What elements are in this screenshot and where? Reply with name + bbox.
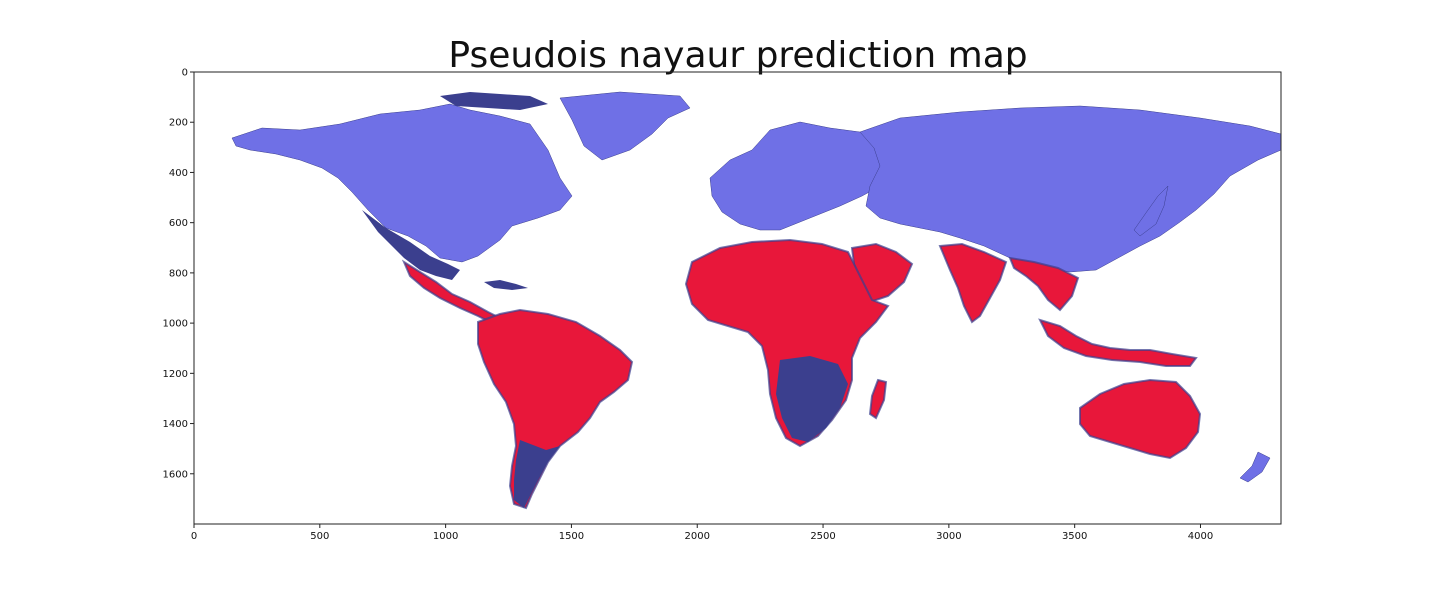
- land-masses: [231, 91, 1281, 510]
- plot-frame: [193, 71, 1282, 525]
- madagascar: [868, 378, 888, 420]
- asia: [859, 105, 1281, 273]
- caribbean: [484, 280, 528, 290]
- x-tick-label: 4000: [1188, 531, 1213, 542]
- southeast-asia: [1008, 256, 1080, 312]
- new-zealand: [1239, 451, 1271, 483]
- x-tick-label: 2000: [685, 531, 710, 542]
- arctic-islands: [440, 92, 548, 110]
- y-tick-label: 1200: [163, 369, 188, 380]
- x-axis: 0 500 1000 1500 2000 2500 3000 3500 4000: [191, 524, 1213, 542]
- y-tick-label: 1000: [163, 319, 188, 330]
- x-tick-label: 1500: [559, 531, 584, 542]
- x-tick-label: 0: [191, 531, 197, 542]
- y-tick-label: 200: [169, 118, 188, 129]
- australia: [1079, 378, 1202, 460]
- indonesia: [1038, 318, 1198, 367]
- y-tick-label: 600: [169, 218, 188, 229]
- y-tick-label: 0: [182, 68, 188, 79]
- y-tick-label: 400: [169, 168, 188, 179]
- x-tick-label: 3000: [936, 531, 961, 542]
- africa-south: [776, 356, 848, 442]
- greenland: [559, 91, 691, 161]
- south-america: [477, 308, 634, 510]
- x-tick-label: 2500: [810, 531, 835, 542]
- india: [938, 242, 1008, 324]
- map-title: Pseudois nayaur prediction map: [448, 35, 1028, 76]
- north-america-south: [362, 210, 460, 280]
- y-axis: 0 200 400 600 800 1000 1200 1400 1600: [163, 68, 194, 480]
- y-tick-label: 1400: [163, 419, 188, 430]
- japan: [1133, 185, 1169, 237]
- x-tick-label: 1000: [433, 531, 458, 542]
- north-america: [231, 103, 573, 263]
- y-tick-label: 800: [169, 268, 188, 279]
- south-america-south: [514, 440, 560, 508]
- y-tick-label: 1600: [163, 469, 188, 480]
- x-tick-label: 3500: [1062, 531, 1087, 542]
- x-tick-label: 500: [310, 531, 329, 542]
